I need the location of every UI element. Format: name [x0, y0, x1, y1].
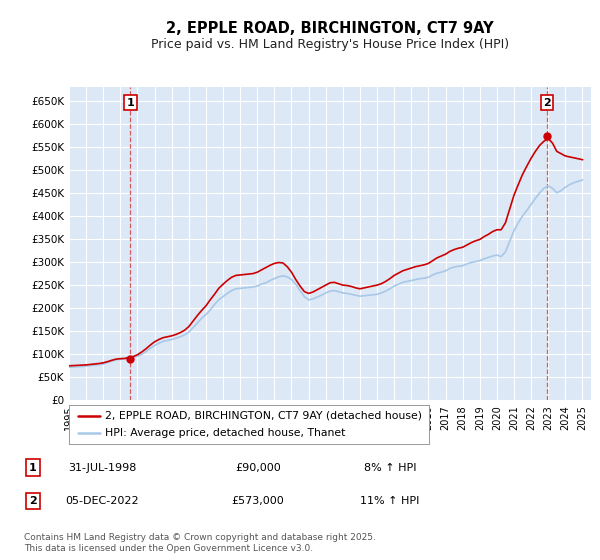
Text: 1: 1: [29, 463, 37, 473]
Text: £573,000: £573,000: [232, 496, 284, 506]
Text: 8% ↑ HPI: 8% ↑ HPI: [364, 463, 416, 473]
Text: 2, EPPLE ROAD, BIRCHINGTON, CT7 9AY (detached house): 2, EPPLE ROAD, BIRCHINGTON, CT7 9AY (det…: [105, 410, 422, 421]
Text: 11% ↑ HPI: 11% ↑ HPI: [361, 496, 419, 506]
Text: 05-DEC-2022: 05-DEC-2022: [65, 496, 139, 506]
Text: Contains HM Land Registry data © Crown copyright and database right 2025.
This d: Contains HM Land Registry data © Crown c…: [24, 533, 376, 553]
Text: 1: 1: [127, 98, 134, 108]
Text: HPI: Average price, detached house, Thanet: HPI: Average price, detached house, Than…: [105, 428, 346, 438]
Text: 2: 2: [29, 496, 37, 506]
Text: 31-JUL-1998: 31-JUL-1998: [68, 463, 136, 473]
Text: £90,000: £90,000: [235, 463, 281, 473]
Text: 2, EPPLE ROAD, BIRCHINGTON, CT7 9AY: 2, EPPLE ROAD, BIRCHINGTON, CT7 9AY: [166, 21, 494, 36]
Text: Price paid vs. HM Land Registry's House Price Index (HPI): Price paid vs. HM Land Registry's House …: [151, 38, 509, 50]
Text: 2: 2: [543, 98, 551, 108]
